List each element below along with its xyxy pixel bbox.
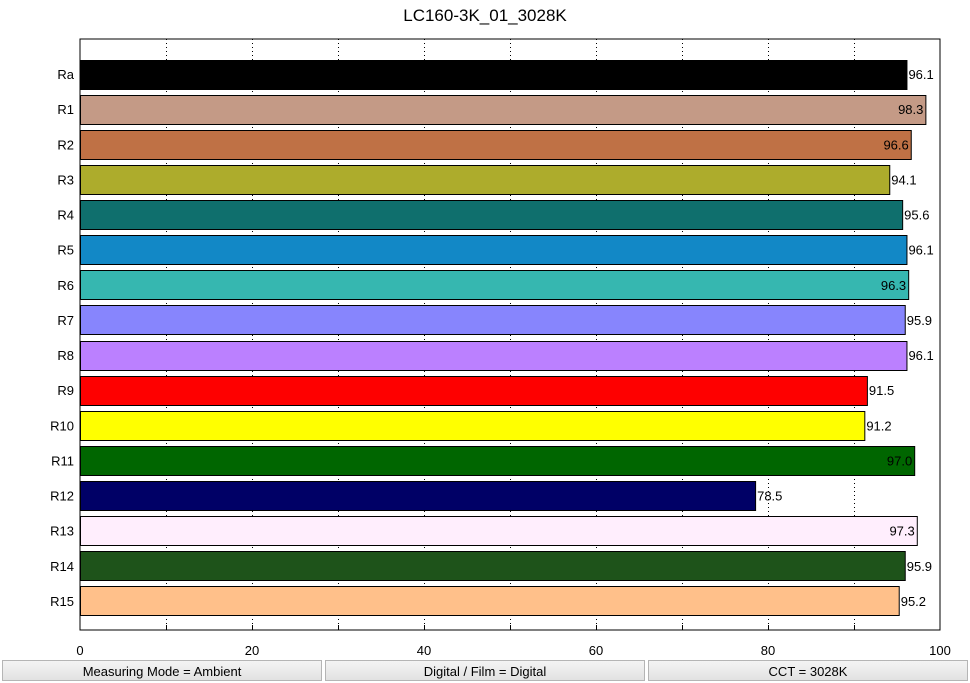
- data-label: 95.2: [901, 594, 926, 609]
- bar-r8: [80, 341, 908, 371]
- category-label: R15: [50, 594, 74, 609]
- digital-film-field: Digital / Film = Digital: [325, 660, 645, 681]
- bar-r10: [80, 411, 866, 441]
- bar-r11: [80, 446, 916, 476]
- x-tick-label: 100: [929, 643, 951, 658]
- x-tick-label: 20: [245, 643, 259, 658]
- x-tick-label: 0: [76, 643, 83, 658]
- data-label: 95.6: [904, 208, 929, 223]
- category-label: R4: [57, 208, 74, 223]
- bar-r13: [80, 516, 918, 546]
- category-label: R6: [57, 278, 74, 293]
- category-label: R7: [57, 313, 74, 328]
- bar-r1: [80, 95, 927, 125]
- category-label: R2: [57, 137, 74, 152]
- data-label: 91.5: [869, 383, 894, 398]
- x-tick-label: 60: [589, 643, 603, 658]
- category-label: R5: [57, 243, 74, 258]
- chart-title: LC160-3K_01_3028K: [403, 6, 567, 25]
- data-label: 96.1: [908, 243, 933, 258]
- category-label: R8: [57, 348, 74, 363]
- data-label: 98.3: [898, 102, 923, 117]
- data-label: 97.0: [887, 453, 912, 468]
- category-label: R10: [50, 418, 74, 433]
- data-label: 96.6: [883, 137, 908, 152]
- bar-r12: [80, 481, 757, 511]
- data-label: 97.3: [889, 524, 914, 539]
- category-label: R14: [50, 559, 74, 574]
- x-tick-label: 40: [417, 643, 431, 658]
- bar-r5: [80, 235, 908, 265]
- data-label: 95.9: [907, 313, 932, 328]
- data-label: 96.1: [908, 348, 933, 363]
- cct-field: CCT = 3028K: [648, 660, 968, 681]
- category-label: R1: [57, 102, 74, 117]
- category-label: R13: [50, 524, 74, 539]
- data-label: 94.1: [891, 172, 916, 187]
- bar-r14: [80, 551, 906, 581]
- data-label: 96.3: [881, 278, 906, 293]
- data-label: 91.2: [866, 418, 891, 433]
- bar-r9: [80, 376, 868, 406]
- bar-r6: [80, 270, 910, 300]
- x-tick-label: 80: [761, 643, 775, 658]
- category-label: R12: [50, 489, 74, 504]
- data-label: 95.9: [907, 559, 932, 574]
- status-footer: Measuring Mode = Ambient Digital / Film …: [0, 660, 970, 683]
- data-label: 78.5: [757, 489, 782, 504]
- category-label: R3: [57, 172, 74, 187]
- bar-r3: [80, 165, 891, 195]
- data-label: 96.1: [908, 67, 933, 82]
- category-label: Ra: [57, 67, 74, 82]
- bar-r15: [80, 586, 900, 616]
- category-label: R9: [57, 383, 74, 398]
- bar-r4: [80, 200, 904, 230]
- bar-r2: [80, 130, 912, 160]
- category-label: R11: [51, 453, 74, 468]
- bar-chart: 0 20 40 60 80 100 Ra 96.1 R1 98.3 R2 96.6 R3 94.1 R4 95…: [50, 38, 951, 658]
- measuring-mode-field: Measuring Mode = Ambient: [2, 660, 322, 681]
- bar-ra: [80, 60, 908, 90]
- bar-r7: [80, 305, 906, 335]
